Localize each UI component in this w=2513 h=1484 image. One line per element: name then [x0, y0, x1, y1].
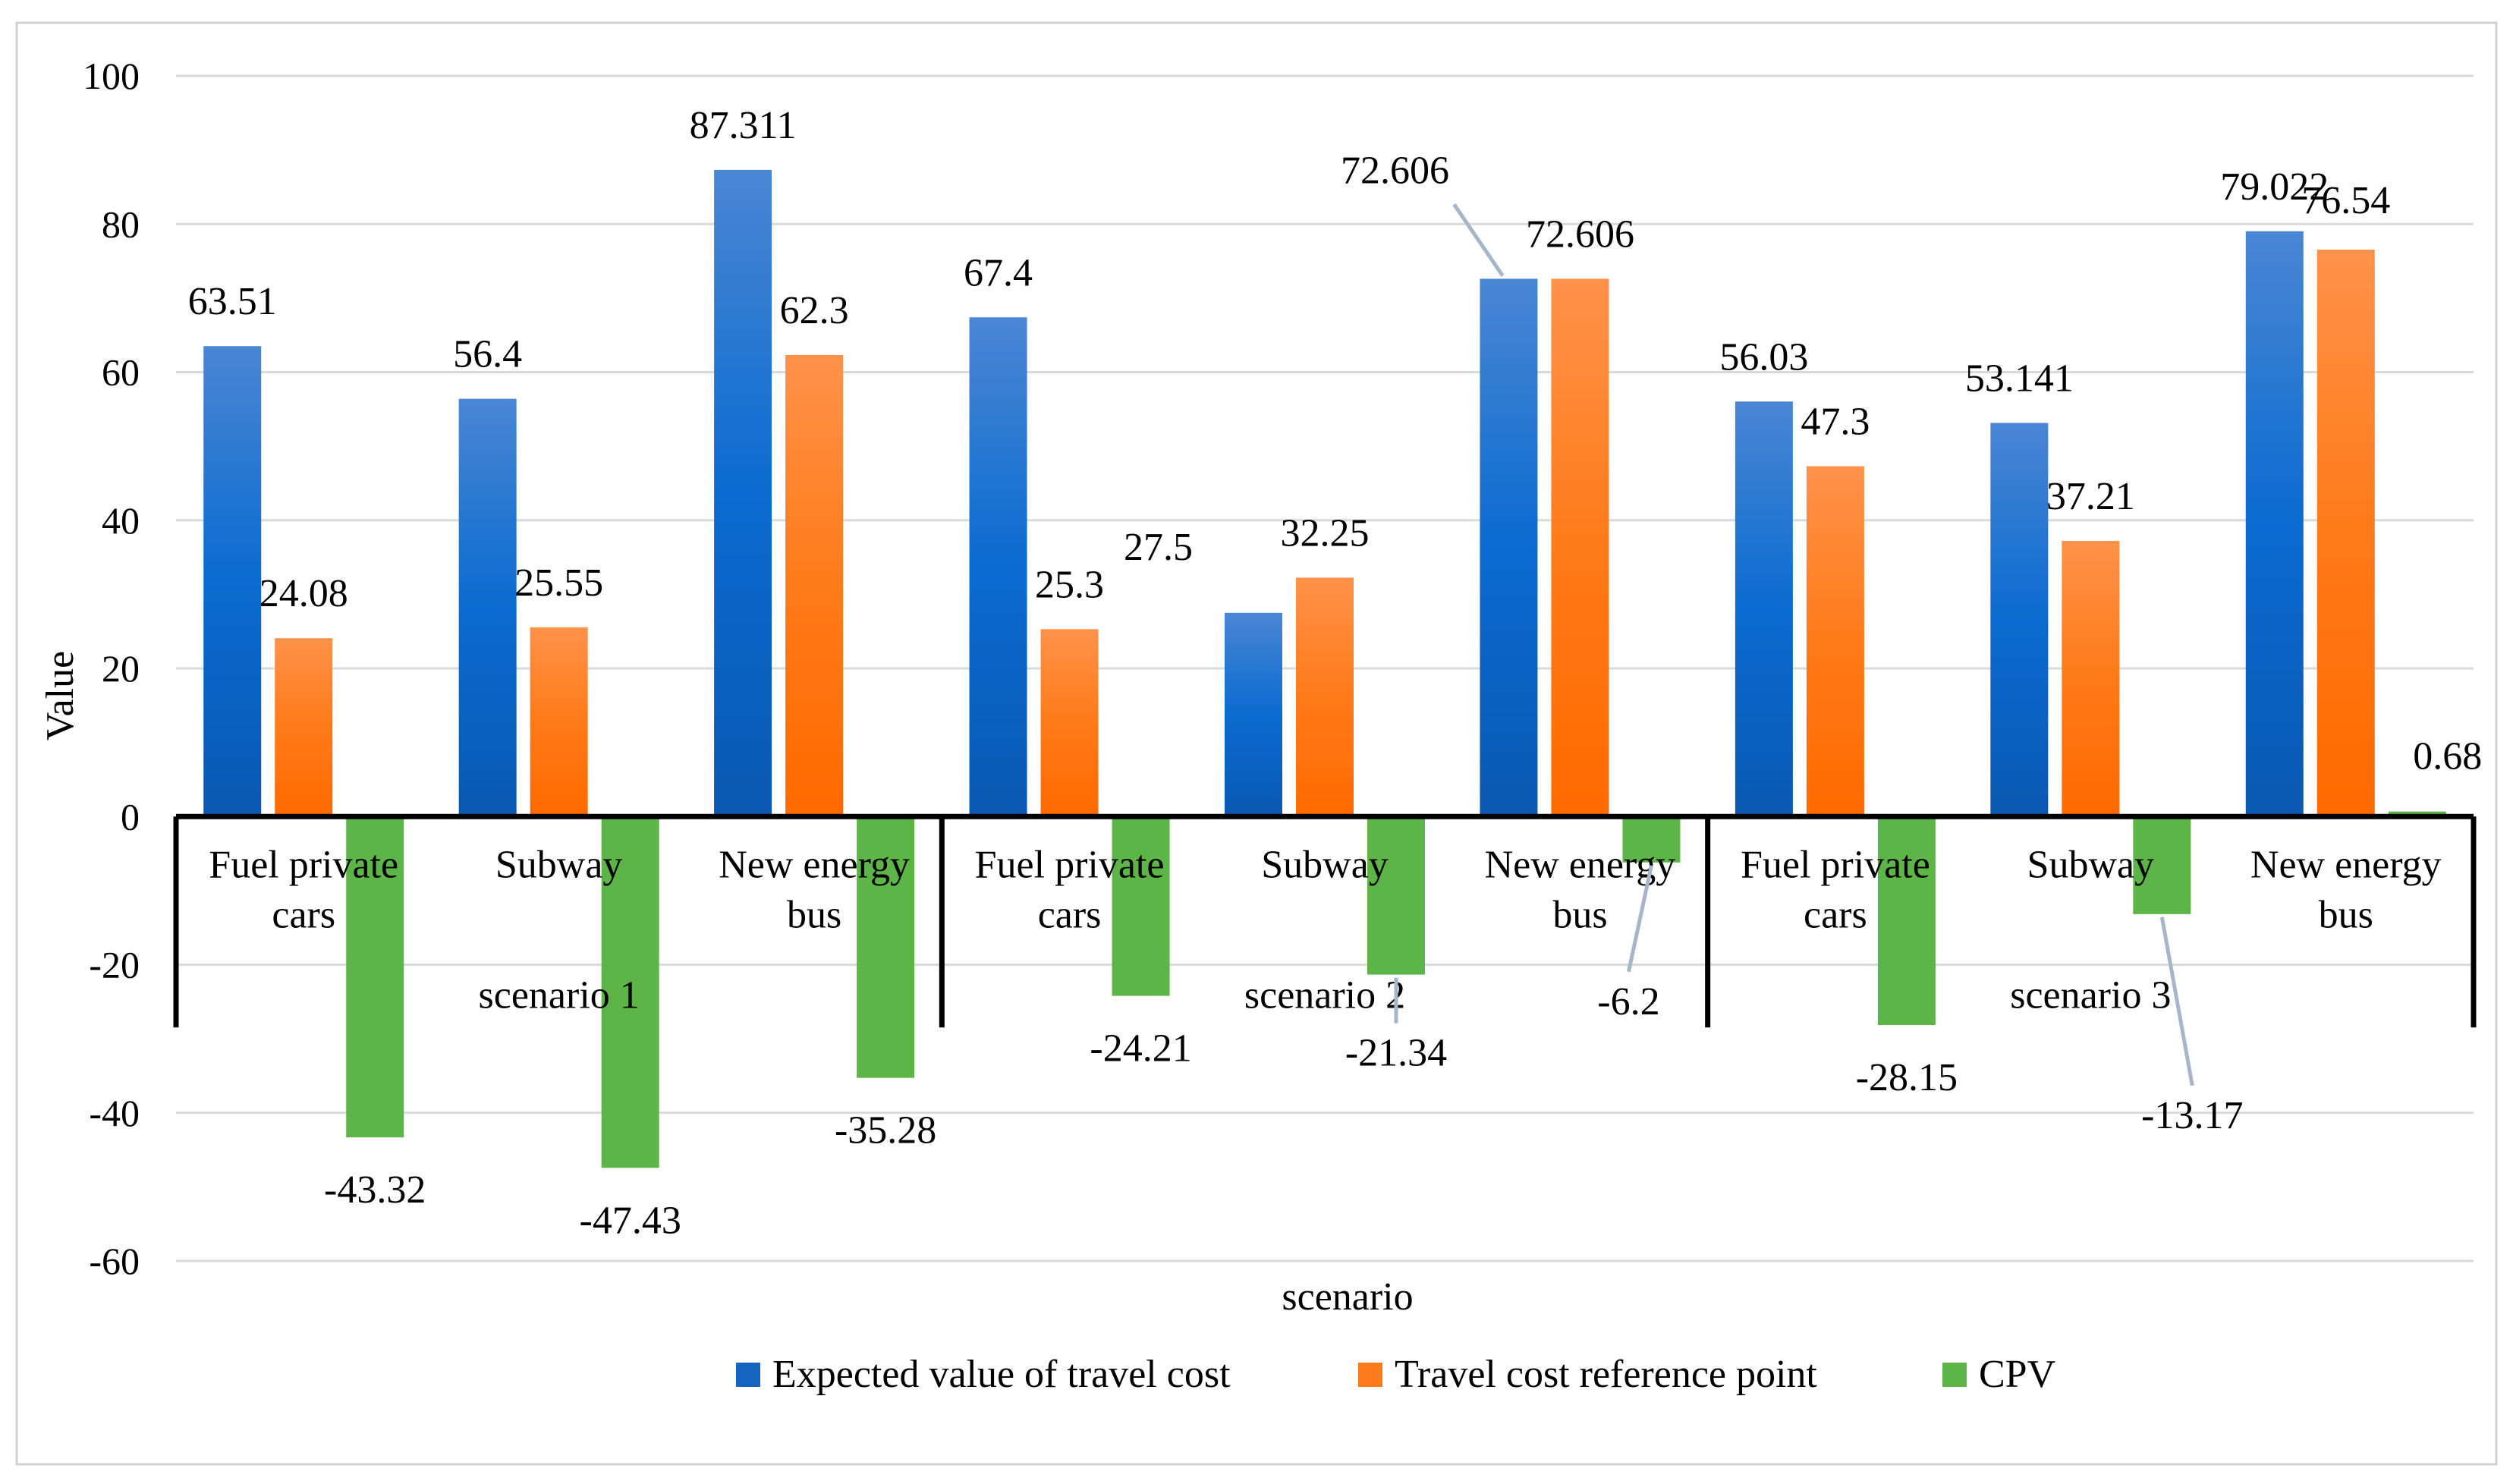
bar-expected [1480, 278, 1538, 817]
bar-reference [1296, 577, 1354, 817]
y-tick-label: 100 [83, 55, 140, 97]
data-label: 25.3 [1035, 563, 1104, 606]
data-label: 56.03 [1719, 335, 1808, 379]
data-label: -43.32 [324, 1168, 426, 1212]
category-label: Fuel private cars [1741, 843, 1930, 936]
data-label: 56.4 [453, 333, 522, 376]
data-labels: 63.51 56.4 87.311 67.4 27.5 72.606 56.03 53.141… [188, 104, 2483, 1242]
x-axis-title: scenario [1282, 1275, 1413, 1319]
bar-expected [1990, 423, 2049, 817]
y-tick-label: -60 [89, 1240, 140, 1282]
y-tick-label: -40 [89, 1092, 140, 1134]
bar-expected [1735, 401, 1793, 817]
bar-cpv [346, 816, 404, 1138]
data-label: 37.21 [2046, 475, 2135, 518]
data-label: -47.43 [580, 1199, 681, 1242]
bar-cpv [1622, 816, 1681, 863]
y-tick-label: 20 [102, 647, 140, 690]
y-tick-label: 0 [121, 795, 140, 838]
data-label: 47.3 [1801, 400, 1870, 443]
data-label: 63.51 [188, 280, 277, 323]
bar-expected [203, 346, 262, 817]
category-axis: Fuel private cars Subway New energy bus Fuel … [173, 813, 2477, 1028]
y-tick-label: 60 [102, 351, 140, 394]
data-label: 72.606 [1526, 212, 1634, 256]
data-label: -6.2 [1597, 980, 1659, 1023]
bar-reference [1040, 629, 1099, 817]
data-label: 79.022 [2220, 165, 2329, 209]
bar-cpv [1367, 816, 1425, 975]
data-label: 53.141 [1965, 357, 2074, 400]
group-label: scenario 2 [1244, 973, 1405, 1017]
bar-expected [1225, 612, 1282, 817]
category-label: New energy bus [719, 843, 910, 936]
leader-line [1452, 203, 1505, 277]
data-label: 76.54 [2301, 179, 2390, 222]
data-label: -35.28 [835, 1109, 936, 1152]
bar-cpv [857, 816, 915, 1078]
data-label: 62.3 [780, 289, 849, 332]
y-tick-label: -20 [89, 944, 140, 986]
leader-line [2159, 916, 2194, 1086]
data-label: -28.15 [1856, 1056, 1958, 1099]
category-label: Subway [1261, 843, 1389, 886]
legend-label: Travel cost reference point [1395, 1353, 1817, 1396]
y-tick-label: 40 [102, 499, 140, 542]
legend-label: CPV [1979, 1353, 2055, 1396]
bar-expected [458, 398, 517, 817]
leader-lines [1394, 203, 2194, 1086]
bar-reference [2062, 540, 2120, 817]
bar-expected [2245, 231, 2304, 817]
legend-swatch [1358, 1363, 1382, 1387]
bar-reference [530, 627, 588, 817]
legend: Expected value of travel cost Travel cost… [736, 1353, 2055, 1396]
data-label: 24.08 [259, 572, 348, 615]
bar-reference [1806, 466, 1864, 817]
legend-swatch [736, 1363, 760, 1387]
data-label: 67.4 [964, 251, 1033, 294]
y-tick-labels: 100 80 60 40 20 0 -20 -40 -60 [83, 55, 140, 1282]
data-label: 0.68 [2413, 735, 2482, 778]
bar-reference [785, 355, 844, 817]
bar-cpv [1112, 816, 1170, 996]
data-label: 32.25 [1281, 511, 1370, 555]
bar-cpv [2133, 816, 2191, 914]
group-label: scenario 3 [2010, 973, 2171, 1017]
bar-reference [275, 638, 333, 817]
bar-reference [1551, 278, 1609, 817]
bar-cpv [1877, 816, 1936, 1026]
category-label: Fuel private cars [975, 843, 1165, 936]
bar-reference [2316, 250, 2375, 817]
bar-cpv [601, 816, 659, 1168]
y-axis-title: Value [39, 651, 82, 740]
bars [203, 169, 2446, 1168]
category-label: Subway [2027, 843, 2155, 886]
category-label: New energy bus [1485, 843, 1676, 936]
data-label: 25.55 [514, 561, 603, 605]
data-label: 87.311 [690, 104, 797, 147]
data-label: 72.606 [1341, 149, 1449, 192]
legend-label: Expected value of travel cost [772, 1353, 1231, 1396]
bar-expected [969, 317, 1027, 817]
category-label: New energy bus [2250, 843, 2442, 936]
group-label: scenario 1 [479, 973, 640, 1017]
leader-line [1626, 865, 1653, 973]
category-label: Subway [495, 843, 623, 886]
bar-expected [714, 169, 772, 817]
data-label: -24.21 [1090, 1027, 1191, 1071]
y-tick-label: 80 [102, 203, 140, 245]
legend-swatch [1942, 1363, 1967, 1387]
data-label: 27.5 [1124, 526, 1193, 569]
data-label: -13.17 [2141, 1094, 2243, 1137]
data-label: -21.34 [1345, 1032, 1447, 1075]
category-label: Fuel private cars [209, 843, 398, 936]
